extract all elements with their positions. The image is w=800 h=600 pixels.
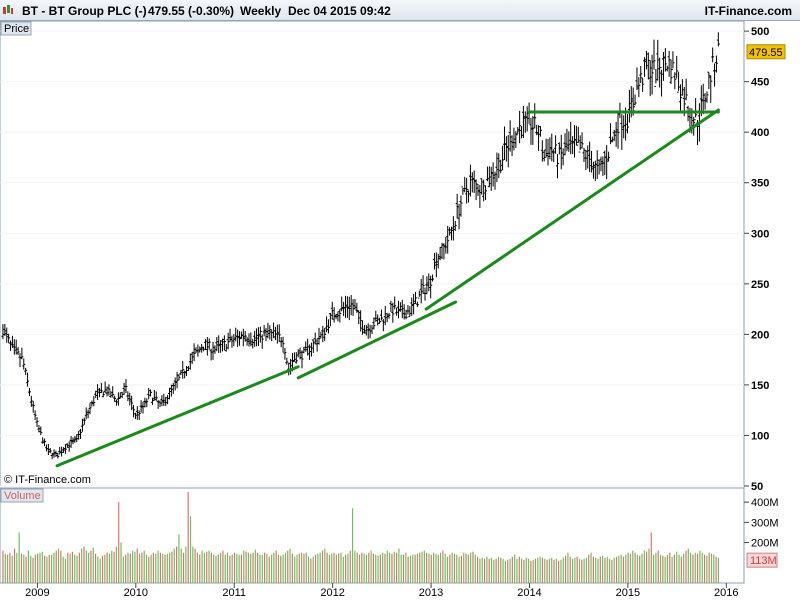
price-panel-tab[interactable] — [0, 21, 32, 36]
y-tick-label: 150 — [751, 380, 769, 392]
y-tick-label: 350 — [751, 178, 769, 190]
y-tick-label: 250 — [751, 279, 769, 291]
price-panel-label: Price — [4, 23, 29, 35]
volume-panel-label: Volume — [4, 490, 41, 502]
y-tick-label: 200 — [751, 329, 769, 341]
vol-tick-label: 200M — [751, 538, 779, 550]
x-tick-label: 2009 — [25, 587, 49, 599]
y-tick-label: 50 — [751, 481, 763, 493]
price-gridlines — [0, 30, 744, 487]
chart-header: BT - BT Group PLC (-) 479.55 (-0.30%) We… — [0, 0, 800, 21]
last-price-badge — [746, 44, 786, 60]
candlestick-icon[interactable] — [2, 4, 14, 16]
trendline — [424, 108, 720, 311]
x-tick-label: 2010 — [124, 587, 148, 599]
x-axis: 2009 2010 2011 2012 2013 2014 2015 2016 — [25, 583, 739, 599]
instrument-name: BT - BT Group PLC (-) — [22, 4, 147, 18]
volume-panel-frame — [0, 487, 745, 584]
vol-tick-label: 400M — [751, 497, 779, 509]
x-tick-label: 2015 — [616, 587, 640, 599]
interval-label[interactable]: Weekly — [240, 4, 282, 18]
price-panel-frame — [0, 20, 745, 487]
volume-bars — [2, 492, 720, 583]
vol-tick-label: 300M — [751, 517, 779, 529]
brand-label: IT-Finance.com — [704, 4, 792, 18]
last-volume-label: 113M — [750, 555, 777, 567]
y-tick-label: 300 — [751, 228, 769, 240]
trendlines[interactable] — [55, 108, 720, 468]
copyright-label: © IT-Finance.com — [4, 474, 91, 486]
last-volume-badge — [746, 552, 778, 568]
y-tick-label: 400 — [751, 127, 769, 139]
trendline — [55, 365, 300, 468]
x-tick-label: 2016 — [714, 587, 738, 599]
volume-y-axis: 400M 300M 200M 113M — [744, 497, 779, 568]
x-tick-label: 2012 — [320, 587, 344, 599]
last-price-change: 479.55 (-0.30%) — [148, 4, 235, 18]
last-price-label: 479.55 — [749, 47, 783, 59]
volume-panel-tab[interactable] — [0, 488, 44, 503]
y-tick-label: 100 — [751, 430, 769, 442]
y-tick-label: 450 — [751, 77, 769, 89]
trendline — [296, 300, 458, 380]
timestamp: Dec 04 2015 09:42 — [288, 4, 391, 18]
x-tick-label: 2011 — [222, 587, 246, 599]
x-tick-label: 2014 — [517, 587, 541, 599]
price-y-axis: 50 100 150 200 250 300 350 400 450 500 479.55 — [744, 26, 786, 493]
x-tick-label: 2013 — [419, 587, 443, 599]
y-tick-label: 500 — [751, 26, 769, 38]
